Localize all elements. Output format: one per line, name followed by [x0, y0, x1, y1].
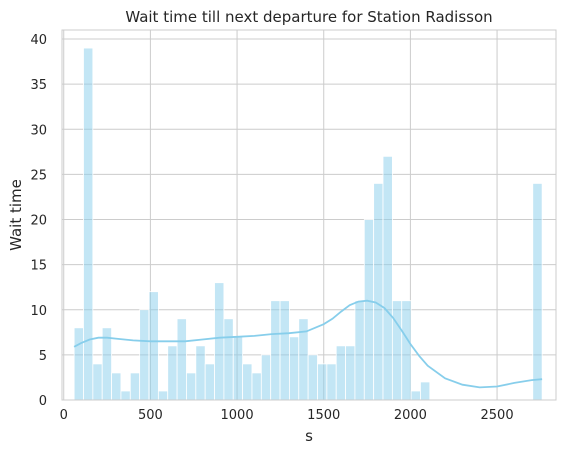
plot-background	[62, 30, 556, 400]
x-axis-label: s	[305, 427, 313, 445]
y-tick-label: 40	[30, 33, 47, 48]
plot-frame	[61, 29, 557, 401]
x-tick-label: 2000	[394, 408, 427, 423]
histogram-bar	[214, 282, 225, 401]
histogram-bar	[111, 372, 122, 401]
x-tick-label: 1500	[307, 408, 340, 423]
y-tick-label: 0	[39, 394, 47, 409]
y-tick-labels: 0 5 10 15 20 25 30 35 40	[30, 33, 47, 409]
histogram-bar	[532, 183, 543, 401]
histogram-bar	[326, 363, 337, 401]
histogram-bar	[232, 336, 244, 401]
y-tick-label: 10	[30, 304, 47, 319]
histogram-bar	[73, 327, 84, 401]
histogram-bar	[260, 354, 272, 401]
histogram-bar	[223, 318, 234, 401]
histogram-bar	[176, 318, 187, 401]
histogram-bar	[139, 309, 150, 401]
histogram-bar	[373, 183, 384, 401]
histogram-bar	[129, 372, 141, 401]
y-tick-label: 30	[30, 123, 47, 138]
histogram-bar	[195, 345, 206, 401]
histogram-bar	[279, 300, 290, 401]
histogram-bar	[83, 47, 94, 401]
histogram-bar	[317, 363, 328, 401]
histogram-bar	[242, 363, 253, 401]
histogram-bar	[335, 345, 346, 401]
histogram-bar	[186, 372, 197, 401]
histogram-bar	[204, 363, 215, 401]
histogram-bar	[270, 300, 281, 401]
y-tick-label: 5	[39, 349, 47, 364]
y-tick-label: 15	[30, 259, 47, 274]
chart-title: Wait time till next departure for Statio…	[125, 8, 492, 26]
kde-curve	[73, 299, 543, 389]
histogram-bar	[92, 363, 103, 401]
grid-lines	[62, 30, 556, 401]
histogram-bar	[167, 345, 178, 401]
histogram-bar	[354, 300, 365, 401]
y-axis-label: Wait time	[7, 179, 25, 251]
x-tick-label: 1000	[221, 408, 254, 423]
histogram-bar	[289, 336, 300, 401]
y-tick-label: 35	[30, 78, 47, 93]
histogram-bar	[345, 345, 356, 401]
y-tick-label: 25	[30, 168, 47, 183]
histogram-bar	[401, 300, 412, 401]
histogram-bar	[410, 390, 421, 401]
histogram-bar	[148, 291, 159, 401]
y-tick-label: 20	[30, 214, 47, 229]
x-tick-label: 2500	[481, 408, 514, 423]
histogram-bar	[157, 390, 169, 401]
histogram-bar	[420, 381, 431, 401]
histogram-bar	[382, 155, 393, 401]
x-tick-labels: 0 500 1000 1500 2000 2500	[60, 408, 514, 423]
histogram-bar	[363, 219, 375, 401]
histogram-bar	[251, 372, 262, 401]
x-tick-label: 500	[138, 408, 163, 423]
x-tick-label: 0	[60, 408, 68, 423]
histogram-bar	[307, 354, 318, 401]
histogram-bar	[120, 390, 131, 401]
histogram-bar	[391, 300, 403, 401]
histogram-bars	[73, 47, 543, 401]
